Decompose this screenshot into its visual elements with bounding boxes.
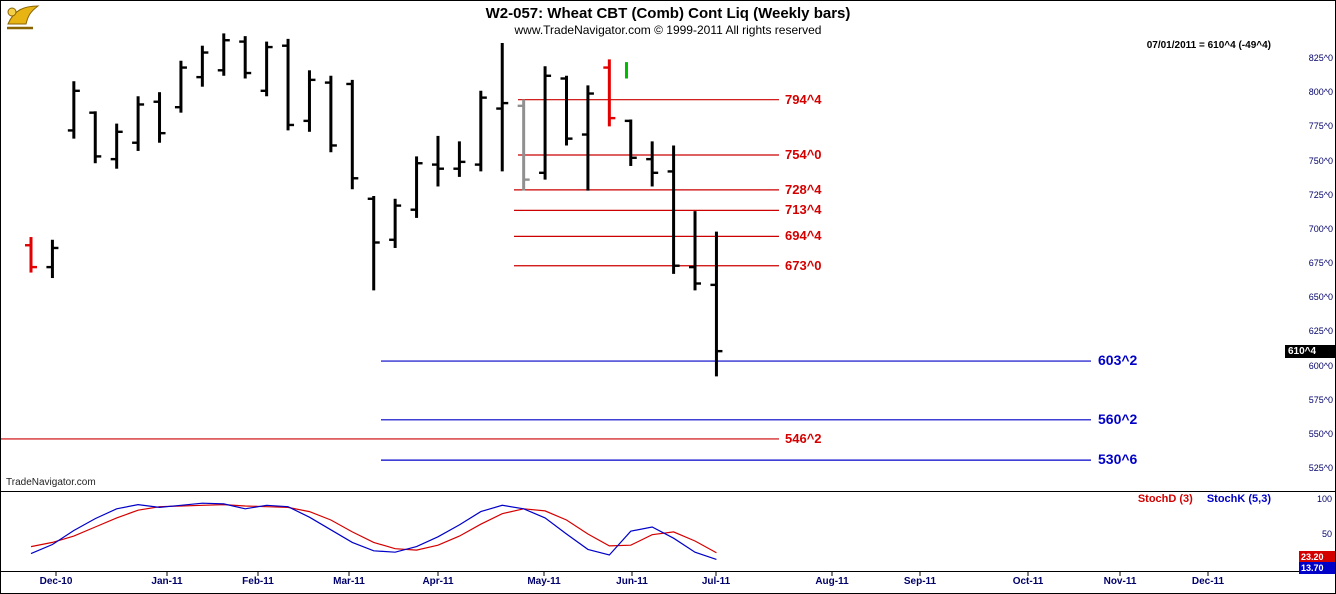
red-level-label[interactable]: 546^2: [785, 430, 822, 446]
stochk-line: [30, 502, 717, 560]
red-level-label[interactable]: 713^4: [785, 202, 822, 218]
x-axis-month-label: Dec-11: [1191, 576, 1225, 587]
x-axis-month-label: Jun-11: [616, 576, 648, 587]
x-axis-month-label: Nov-11: [1103, 576, 1137, 587]
red-level-label[interactable]: 728^4: [785, 181, 822, 197]
price-axis-label: 550^0: [1308, 428, 1333, 439]
current-price-tag: 610^4: [1285, 345, 1335, 359]
red-level-label[interactable]: 673^0: [785, 257, 822, 273]
stoch-scale-100: 100: [1316, 494, 1332, 504]
price-axis-label: 775^0: [1308, 121, 1333, 132]
price-axis-label: 825^0: [1308, 53, 1333, 63]
x-axis-month-label: Aug-11: [815, 576, 849, 587]
red-level-label[interactable]: 694^4: [785, 228, 822, 244]
x-axis-month-label: Jul-11: [701, 576, 731, 587]
watermark-text: TradeNavigator.com: [6, 477, 96, 488]
price-axis-label: 650^0: [1308, 292, 1333, 303]
price-axis-label: 725^0: [1308, 189, 1333, 200]
x-axis-month-label: Feb-11: [242, 576, 274, 587]
x-axis-month-label: Dec-10: [39, 576, 73, 587]
stoch-scale-50: 50: [1321, 529, 1332, 539]
stochd-value-tag: 23.20: [1299, 551, 1335, 563]
chart-subtitle: www.TradeNavigator.com © 1999-2011 All r…: [514, 23, 822, 37]
x-axis-month-label: May-11: [527, 576, 561, 587]
price-axis-label: 525^0: [1308, 463, 1333, 473]
last-quote-readout: 07/01/2011 = 610^4 (-49^4): [1146, 40, 1271, 51]
blue-level-label[interactable]: 560^2: [1098, 410, 1138, 427]
x-axis-month-label: Jan-11: [151, 576, 183, 587]
price-axis-label: 675^0: [1308, 258, 1333, 268]
red-level-label[interactable]: 794^4: [785, 91, 822, 107]
x-axis-month-label: Sep-11: [903, 576, 937, 587]
trade-navigator-logo-icon: [7, 5, 40, 30]
price-axis-label: 575^0: [1308, 394, 1333, 405]
blue-level-label[interactable]: 603^2: [1098, 352, 1138, 369]
stochk-legend-label[interactable]: StochK (5,3): [1206, 493, 1271, 505]
price-axis-label: 800^0: [1308, 87, 1333, 98]
price-axis-label: 750^0: [1308, 155, 1333, 166]
x-axis-month-label: Oct-11: [1012, 576, 1044, 587]
price-axis-label: 625^0: [1308, 326, 1333, 337]
x-axis-month-label: Apr-11: [422, 576, 454, 587]
blue-level-label[interactable]: 530^6: [1098, 451, 1138, 468]
price-axis-label: 700^0: [1308, 223, 1333, 234]
chart-title: W2-057: Wheat CBT (Comb) Cont Liq (Weekl…: [485, 5, 851, 22]
stochd-line: [30, 503, 717, 554]
x-axis-month-label: Mar-11: [333, 576, 365, 587]
stochk-value-tag: 13.70: [1299, 562, 1335, 574]
red-level-label[interactable]: 754^0: [785, 147, 822, 163]
stochd-legend-label[interactable]: StochD (3): [1137, 493, 1193, 505]
stoch-legend: StochD (3) StochK (5,3): [1138, 493, 1271, 505]
price-axis-label: 600^0: [1308, 360, 1333, 371]
